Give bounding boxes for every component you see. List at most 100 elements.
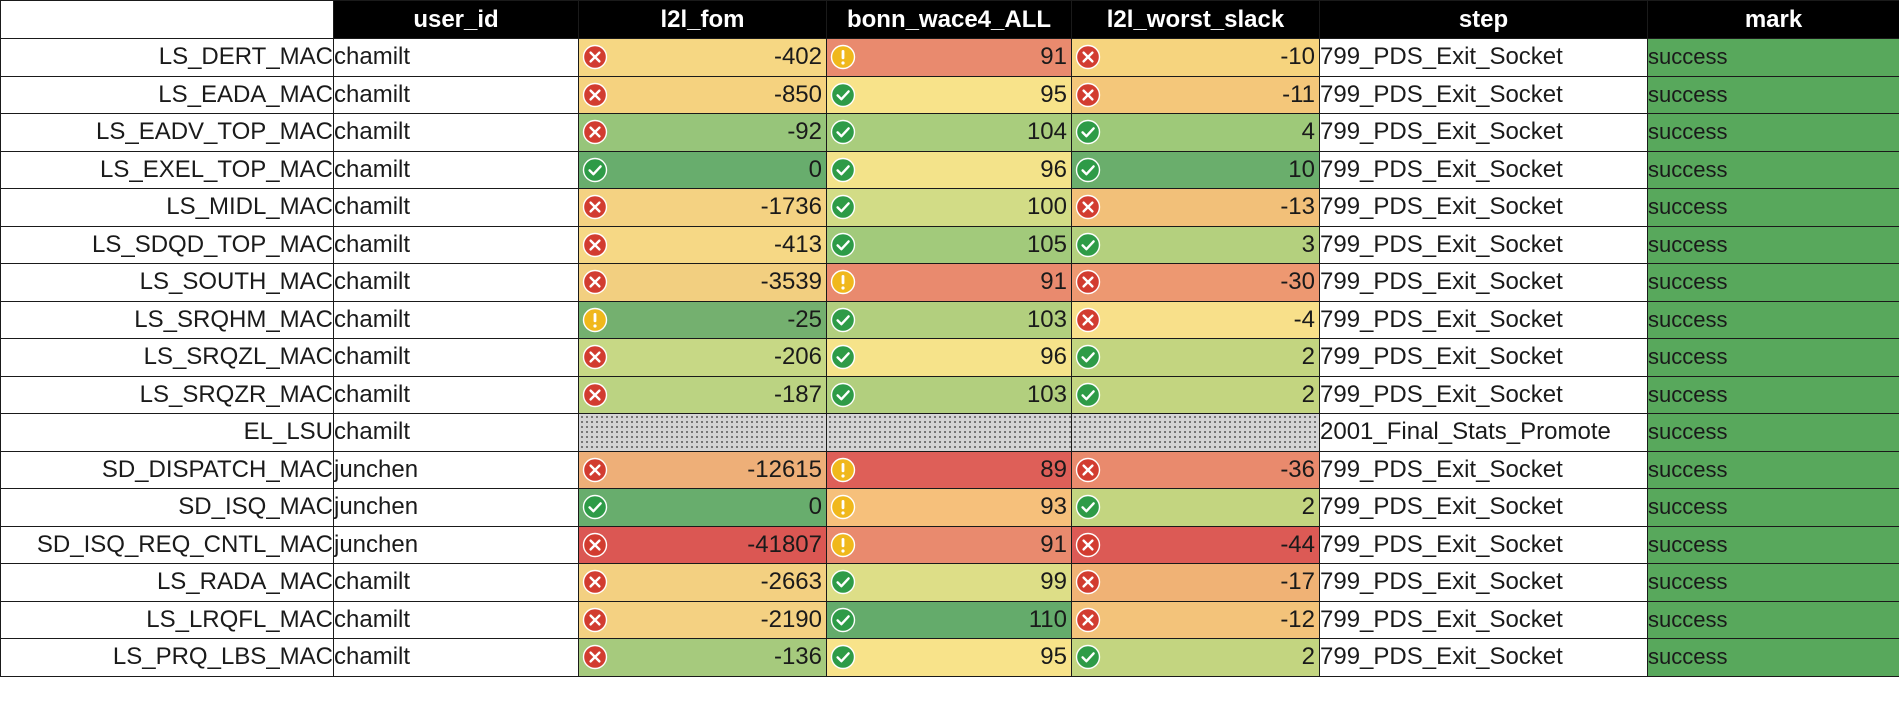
step-cell[interactable]: 799_PDS_Exit_Socket [1319, 113, 1648, 152]
user-id-cell[interactable]: chamilt [333, 563, 579, 602]
step-cell[interactable]: 799_PDS_Exit_Socket [1319, 488, 1648, 527]
module-cell[interactable]: LS_SRQHM_MAC [0, 300, 334, 339]
step-cell[interactable]: 799_PDS_Exit_Socket [1319, 450, 1648, 489]
worst-slack-cell[interactable]: 3 [1071, 225, 1320, 264]
user-id-cell[interactable]: chamilt [333, 338, 579, 377]
header-mark[interactable]: mark [1647, 0, 1899, 39]
bonn-wace4-cell[interactable]: 96 [826, 338, 1072, 377]
user-id-cell[interactable]: chamilt [333, 300, 579, 339]
mark-cell[interactable]: success [1647, 188, 1899, 227]
step-cell[interactable]: 799_PDS_Exit_Socket [1319, 225, 1648, 264]
mark-cell[interactable]: success [1647, 38, 1899, 77]
header-bonn-wace4-all[interactable]: bonn_wace4_ALL [826, 0, 1072, 39]
mark-cell[interactable]: success [1647, 563, 1899, 602]
step-cell[interactable]: 799_PDS_Exit_Socket [1319, 375, 1648, 414]
mark-cell[interactable]: success [1647, 413, 1899, 452]
l2l-fom-cell[interactable]: -41807 [578, 525, 827, 564]
mark-cell[interactable]: success [1647, 113, 1899, 152]
module-cell[interactable]: LS_SDQD_TOP_MAC [0, 225, 334, 264]
l2l-fom-cell[interactable]: -136 [578, 638, 827, 677]
bonn-wace4-cell[interactable]: 105 [826, 225, 1072, 264]
module-cell[interactable]: LS_EADV_TOP_MAC [0, 113, 334, 152]
bonn-wace4-cell[interactable]: 100 [826, 188, 1072, 227]
user-id-cell[interactable]: chamilt [333, 600, 579, 639]
mark-cell[interactable]: success [1647, 525, 1899, 564]
worst-slack-cell[interactable]: -30 [1071, 263, 1320, 302]
header-l2l-fom[interactable]: l2l_fom [578, 0, 827, 39]
bonn-wace4-cell[interactable]: 103 [826, 300, 1072, 339]
module-cell[interactable]: SD_DISPATCH_MAC [0, 450, 334, 489]
user-id-cell[interactable]: chamilt [333, 413, 579, 452]
worst-slack-cell-empty[interactable] [1071, 413, 1320, 452]
step-cell[interactable]: 799_PDS_Exit_Socket [1319, 263, 1648, 302]
bonn-wace4-cell[interactable]: 96 [826, 150, 1072, 189]
step-cell[interactable]: 799_PDS_Exit_Socket [1319, 600, 1648, 639]
user-id-cell[interactable]: chamilt [333, 38, 579, 77]
mark-cell[interactable]: success [1647, 600, 1899, 639]
l2l-fom-cell[interactable]: -402 [578, 38, 827, 77]
user-id-cell[interactable]: chamilt [333, 225, 579, 264]
user-id-cell[interactable]: junchen [333, 450, 579, 489]
header-l2l-worst-slack[interactable]: l2l_worst_slack [1071, 0, 1320, 39]
l2l-fom-cell[interactable]: 0 [578, 488, 827, 527]
step-cell[interactable]: 799_PDS_Exit_Socket [1319, 563, 1648, 602]
user-id-cell[interactable]: chamilt [333, 150, 579, 189]
step-cell[interactable]: 799_PDS_Exit_Socket [1319, 38, 1648, 77]
bonn-wace4-cell[interactable]: 93 [826, 488, 1072, 527]
l2l-fom-cell[interactable]: -187 [578, 375, 827, 414]
l2l-fom-cell[interactable]: -25 [578, 300, 827, 339]
worst-slack-cell[interactable]: -13 [1071, 188, 1320, 227]
module-cell[interactable]: LS_SOUTH_MAC [0, 263, 334, 302]
worst-slack-cell[interactable]: -36 [1071, 450, 1320, 489]
module-cell[interactable]: LS_PRQ_LBS_MAC [0, 638, 334, 677]
user-id-cell[interactable]: chamilt [333, 188, 579, 227]
worst-slack-cell[interactable]: 2 [1071, 338, 1320, 377]
worst-slack-cell[interactable]: -12 [1071, 600, 1320, 639]
mark-cell[interactable]: success [1647, 300, 1899, 339]
bonn-wace4-cell[interactable]: 95 [826, 75, 1072, 114]
l2l-fom-cell-empty[interactable] [578, 413, 827, 452]
header-user-id[interactable]: user_id [333, 0, 579, 39]
module-cell[interactable]: LS_LRQFL_MAC [0, 600, 334, 639]
l2l-fom-cell[interactable]: -206 [578, 338, 827, 377]
user-id-cell[interactable]: junchen [333, 525, 579, 564]
module-cell[interactable]: LS_EADA_MAC [0, 75, 334, 114]
module-cell[interactable]: LS_DERT_MAC [0, 38, 334, 77]
bonn-wace4-cell[interactable]: 110 [826, 600, 1072, 639]
bonn-wace4-cell[interactable]: 104 [826, 113, 1072, 152]
bonn-wace4-cell[interactable]: 103 [826, 375, 1072, 414]
mark-cell[interactable]: success [1647, 75, 1899, 114]
l2l-fom-cell[interactable]: 0 [578, 150, 827, 189]
module-cell[interactable]: LS_MIDL_MAC [0, 188, 334, 227]
l2l-fom-cell[interactable]: -92 [578, 113, 827, 152]
step-cell[interactable]: 799_PDS_Exit_Socket [1319, 300, 1648, 339]
step-cell[interactable]: 2001_Final_Stats_Promote [1319, 413, 1648, 452]
worst-slack-cell[interactable]: 2 [1071, 638, 1320, 677]
worst-slack-cell[interactable]: -44 [1071, 525, 1320, 564]
module-cell[interactable]: LS_SRQZR_MAC [0, 375, 334, 414]
header-step[interactable]: step [1319, 0, 1648, 39]
bonn-wace4-cell[interactable]: 91 [826, 38, 1072, 77]
bonn-wace4-cell[interactable]: 95 [826, 638, 1072, 677]
module-cell[interactable]: EL_LSU [0, 413, 334, 452]
user-id-cell[interactable]: chamilt [333, 638, 579, 677]
user-id-cell[interactable]: junchen [333, 488, 579, 527]
mark-cell[interactable]: success [1647, 338, 1899, 377]
user-id-cell[interactable]: chamilt [333, 263, 579, 302]
user-id-cell[interactable]: chamilt [333, 113, 579, 152]
l2l-fom-cell[interactable]: -2190 [578, 600, 827, 639]
l2l-fom-cell[interactable]: -3539 [578, 263, 827, 302]
worst-slack-cell[interactable]: 4 [1071, 113, 1320, 152]
worst-slack-cell[interactable]: -11 [1071, 75, 1320, 114]
worst-slack-cell[interactable]: 10 [1071, 150, 1320, 189]
user-id-cell[interactable]: chamilt [333, 375, 579, 414]
l2l-fom-cell[interactable]: -413 [578, 225, 827, 264]
bonn-wace4-cell[interactable]: 99 [826, 563, 1072, 602]
step-cell[interactable]: 799_PDS_Exit_Socket [1319, 188, 1648, 227]
l2l-fom-cell[interactable]: -2663 [578, 563, 827, 602]
step-cell[interactable]: 799_PDS_Exit_Socket [1319, 150, 1648, 189]
l2l-fom-cell[interactable]: -12615 [578, 450, 827, 489]
mark-cell[interactable]: success [1647, 638, 1899, 677]
worst-slack-cell[interactable]: -10 [1071, 38, 1320, 77]
module-cell[interactable]: SD_ISQ_REQ_CNTL_MAC [0, 525, 334, 564]
